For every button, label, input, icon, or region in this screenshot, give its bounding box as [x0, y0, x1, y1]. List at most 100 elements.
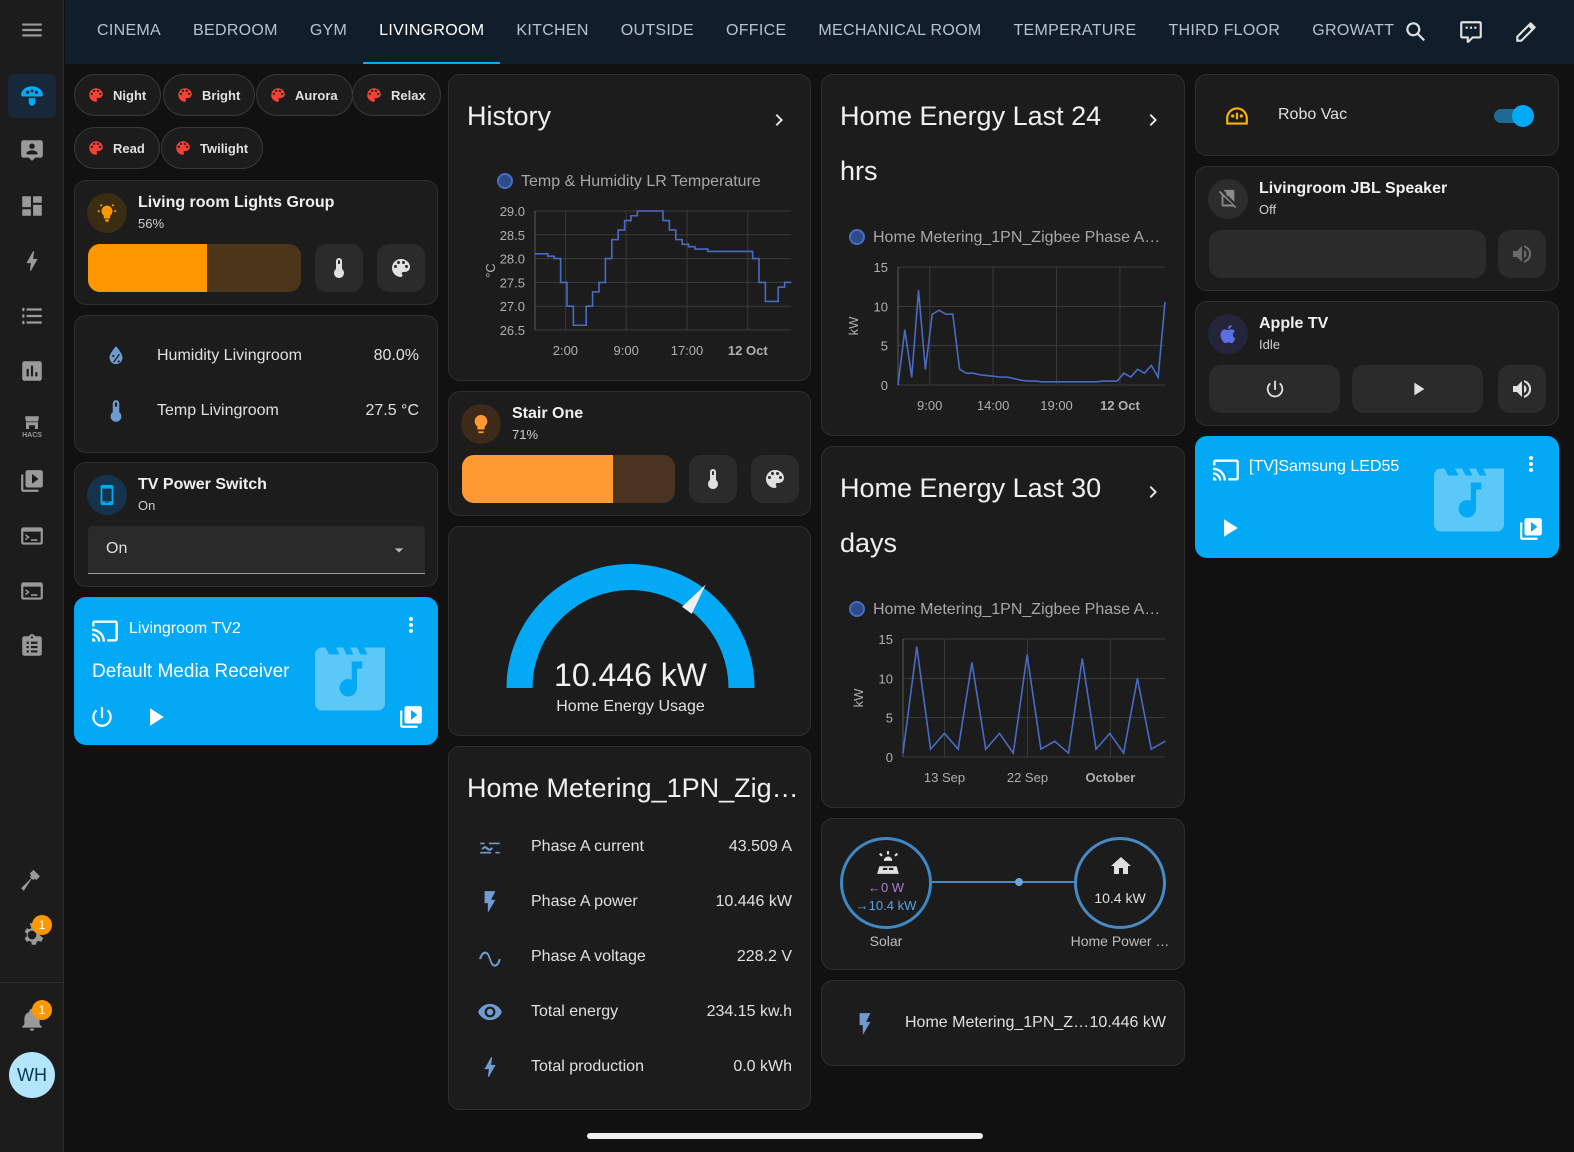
stair-one-card[interactable]: Stair One 71% — [448, 391, 811, 516]
energy-30d-more-button[interactable] — [1141, 480, 1165, 504]
history-legend[interactable]: Temp & Humidity LR Temperature — [497, 173, 761, 191]
search-icon — [1406, 22, 1425, 42]
solar-node[interactable]: ←0 W →10.4 kW — [840, 837, 932, 929]
sidebar-item-settings[interactable]: 1 — [8, 913, 56, 957]
tv-power-select[interactable]: On — [88, 526, 425, 574]
energy-24h-legend[interactable]: Home Metering_1PN_Zigbee Phase A… — [849, 229, 1160, 247]
sidebar-item-hacs[interactable]: HACS — [8, 404, 56, 448]
lights-group-color-button[interactable] — [377, 244, 425, 292]
jbl-volume-button[interactable] — [1498, 230, 1546, 278]
history-more-button[interactable] — [767, 108, 791, 132]
lights-group-brightness-slider[interactable] — [88, 244, 301, 292]
energy-24h-more-button[interactable] — [1141, 108, 1165, 132]
energy-24h-card[interactable]: Home Energy Last 24 hrs Home Metering_1P… — [821, 74, 1185, 436]
menu-button[interactable] — [8, 8, 56, 52]
dots-vertical-icon[interactable] — [399, 613, 423, 637]
play-icon[interactable] — [140, 702, 170, 732]
tab-cinema[interactable]: CINEMA — [97, 22, 162, 39]
sidebar-item-messages[interactable] — [8, 128, 56, 172]
tab-office[interactable]: OFFICE — [725, 22, 787, 39]
data-point — [1013, 378, 1015, 380]
stair-one-state: 71% — [512, 427, 539, 442]
home-indicator[interactable] — [587, 1133, 983, 1139]
sidebar-item-history[interactable] — [8, 349, 56, 393]
search-button[interactable] — [1400, 16, 1432, 48]
phase-a-voltage-label[interactable]: Phase A voltage — [531, 948, 646, 965]
humidity-label[interactable]: Humidity Livingroom — [157, 347, 302, 364]
power-icon[interactable] — [89, 704, 115, 730]
history-card[interactable]: History Temp & Humidity LR Temperature 2… — [448, 74, 811, 381]
data-point — [1150, 748, 1152, 750]
sidebar-item-terminal-2[interactable] — [8, 569, 56, 613]
scene-chip-bright[interactable]: Bright — [163, 74, 256, 116]
sidebar-item-dashboards[interactable] — [8, 184, 56, 228]
temperature-label[interactable]: Temp Livingroom — [157, 402, 279, 419]
jbl-icon-badge[interactable] — [1208, 179, 1248, 219]
apple-tv-play-button[interactable] — [1352, 365, 1483, 413]
stair-one-brightness-slider[interactable] — [462, 455, 675, 503]
livingroom-tv2-media-card[interactable]: Livingroom TV2 Default Media Receiver — [74, 597, 438, 745]
energy-30d-legend[interactable]: Home Metering_1PN_Zigbee Phase A… — [849, 601, 1160, 619]
energy-30d-card[interactable]: Home Energy Last 30 days Home Metering_1… — [821, 446, 1185, 808]
scene-chip-read[interactable]: Read — [74, 127, 160, 169]
apple-tv-power-button[interactable] — [1209, 365, 1340, 413]
sidebar-item-terminal[interactable] — [8, 514, 56, 558]
tv-power-icon-badge[interactable] — [87, 475, 127, 515]
data-point — [1041, 381, 1043, 383]
tab-third-floor[interactable]: THIRD FLOOR — [1168, 22, 1281, 39]
edit-dashboard-button[interactable] — [1510, 16, 1542, 48]
robo-vac-toggle[interactable] — [1494, 105, 1534, 127]
lights-group-icon-badge[interactable] — [87, 193, 127, 233]
total-energy-label[interactable]: Total energy — [531, 1003, 619, 1020]
tab-gym[interactable]: GYM — [309, 22, 348, 39]
sidebar-item-logbook[interactable] — [8, 294, 56, 338]
sidebar-item-overview[interactable] — [8, 74, 56, 118]
play-box-multiple-icon[interactable] — [1518, 516, 1544, 542]
samsung-media-card[interactable]: [TV]Samsung LED55 — [1195, 436, 1559, 558]
total-production-label[interactable]: Total production — [531, 1058, 644, 1075]
apple-tv-card[interactable]: Apple TV Idle — [1195, 301, 1559, 426]
apple-tv-icon-badge[interactable] — [1208, 314, 1248, 354]
energy-gauge-card[interactable]: 10.446 kW Home Energy Usage — [448, 526, 811, 736]
lights-group-color-temp-button[interactable] — [315, 244, 363, 292]
tab-temperature[interactable]: TEMPERATURE — [1013, 22, 1137, 39]
jbl-volume-slider[interactable] — [1209, 230, 1486, 278]
tab-mechanical-room[interactable]: MECHANICAL ROOM — [818, 22, 982, 39]
scene-chip-relax[interactable]: Relax — [352, 74, 441, 116]
sidebar-item-notifications[interactable]: 1 — [8, 998, 56, 1042]
metering-tile-card[interactable]: Home Metering_1PN_Z… 10.446 kW — [821, 980, 1185, 1066]
apple-tv-volume-button[interactable] — [1498, 365, 1546, 413]
play-box-multiple-icon — [21, 470, 43, 492]
sidebar-item-todo[interactable] — [8, 624, 56, 668]
scene-chip-night[interactable]: Night — [74, 74, 162, 116]
home-node[interactable]: 10.4 kW — [1074, 837, 1166, 929]
stair-one-color-temp-button[interactable] — [689, 455, 737, 503]
assist-button[interactable] — [1455, 16, 1487, 48]
y-tick-label: 26.5 — [500, 323, 525, 338]
data-point — [911, 376, 913, 378]
tv-power-switch-card[interactable]: TV Power Switch On On — [74, 462, 438, 587]
scene-chip-twilight[interactable]: Twilight — [161, 127, 264, 169]
data-point — [945, 313, 947, 315]
tab-bedroom[interactable]: BEDROOM — [193, 22, 278, 39]
play-box-multiple-icon[interactable] — [398, 704, 424, 730]
user-avatar[interactable]: WH — [9, 1052, 55, 1098]
robo-vac-card[interactable]: Robo Vac — [1195, 74, 1559, 156]
sidebar-item-media[interactable] — [8, 459, 56, 503]
dots-vertical-icon[interactable] — [1519, 452, 1543, 476]
sidebar-item-energy[interactable] — [8, 239, 56, 283]
play-icon[interactable] — [1214, 513, 1244, 543]
tab-livingroom[interactable]: LIVINGROOM — [363, 0, 501, 64]
scene-chip-aurora[interactable]: Aurora — [256, 74, 353, 116]
tab-growatt[interactable]: GROWATT — [1312, 22, 1395, 39]
lights-group-card[interactable]: Living room Lights Group 56% — [74, 180, 438, 305]
data-point — [694, 248, 696, 250]
phase-a-current-label[interactable]: Phase A current — [531, 838, 644, 855]
stair-one-color-button[interactable] — [751, 455, 799, 503]
stair-one-icon-badge[interactable] — [461, 404, 501, 444]
tab-outside[interactable]: OUTSIDE — [620, 22, 694, 39]
jbl-speaker-card[interactable]: Livingroom JBL Speaker Off — [1195, 166, 1559, 291]
tab-kitchen[interactable]: KITCHEN — [516, 22, 589, 39]
phase-a-power-label[interactable]: Phase A power — [531, 893, 638, 910]
sidebar-item-developer-tools[interactable] — [8, 858, 56, 902]
